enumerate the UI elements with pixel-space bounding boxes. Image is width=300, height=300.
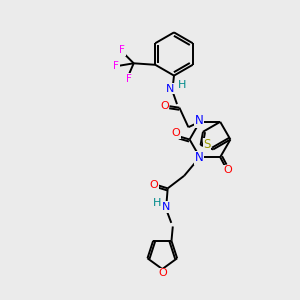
Text: N: N (166, 83, 174, 94)
Text: O: O (171, 128, 180, 138)
Text: N: N (195, 114, 204, 127)
Text: H: H (153, 198, 161, 208)
Text: N: N (162, 202, 170, 212)
Text: H: H (178, 80, 186, 90)
Text: F: F (126, 74, 132, 84)
Text: F: F (119, 45, 125, 56)
Text: N: N (195, 151, 204, 164)
Text: O: O (158, 268, 167, 278)
Text: F: F (113, 61, 119, 71)
Text: S: S (203, 138, 211, 152)
Text: O: O (149, 180, 158, 190)
Text: O: O (160, 101, 169, 111)
Text: O: O (223, 165, 232, 176)
